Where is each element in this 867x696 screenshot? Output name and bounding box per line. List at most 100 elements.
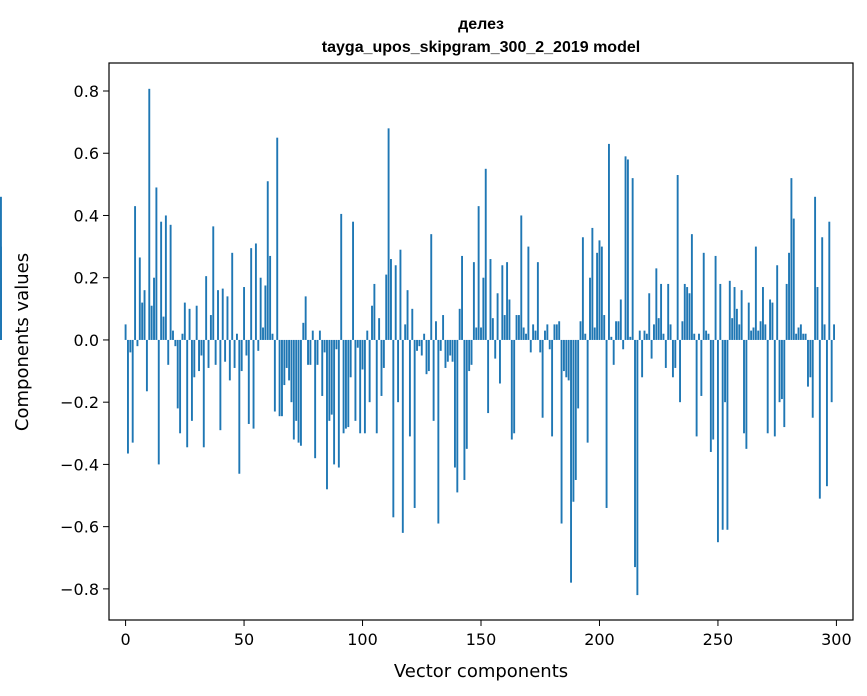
bar — [648, 293, 651, 340]
bar — [238, 339, 241, 474]
bar — [160, 221, 163, 340]
x-tick-label: 300 — [821, 630, 852, 649]
bar — [702, 252, 705, 340]
bar — [626, 159, 629, 340]
bar — [340, 213, 343, 340]
bar — [508, 299, 511, 340]
bar — [769, 299, 772, 340]
bar — [532, 324, 535, 340]
bar — [764, 324, 767, 340]
chart-subtitle: tayga_upos_skipgram_300_2_2019 model — [322, 39, 640, 56]
bar — [217, 290, 219, 340]
bar — [468, 339, 471, 372]
bar — [548, 339, 551, 350]
bar — [233, 339, 236, 368]
bar — [534, 330, 537, 340]
bar — [221, 288, 224, 340]
chart-title: делез — [458, 16, 504, 33]
bar — [472, 262, 475, 340]
bar — [145, 339, 148, 392]
bar — [551, 339, 554, 437]
bar — [150, 305, 153, 340]
bar — [562, 339, 565, 372]
bar — [529, 339, 532, 353]
bar — [629, 336, 632, 340]
bar — [783, 339, 786, 428]
bar — [449, 339, 452, 356]
bar — [451, 339, 454, 362]
y-ticks: −0.8 −0.6 −0.4 −0.2 0.0 0.2 0.4 0.6 0.8 — [60, 82, 109, 599]
bar — [660, 283, 663, 340]
bar — [489, 259, 492, 340]
bar — [664, 339, 667, 368]
bar — [828, 221, 831, 340]
bar — [214, 339, 217, 365]
x-ticks: 0 50 100 150 200 250 300 — [120, 620, 852, 649]
bar — [179, 339, 182, 434]
x-tick-label: 250 — [703, 630, 734, 649]
bar — [314, 339, 317, 459]
bar — [394, 265, 397, 340]
bar — [712, 339, 715, 440]
bar — [418, 339, 421, 347]
bar — [747, 302, 750, 340]
bar — [714, 255, 717, 340]
bar — [605, 339, 608, 508]
bar — [724, 339, 726, 403]
bar — [546, 324, 549, 340]
bar — [344, 339, 347, 429]
bar — [570, 339, 572, 583]
bar — [169, 224, 172, 340]
bar — [726, 339, 729, 530]
bar — [292, 339, 295, 440]
bar — [285, 339, 288, 368]
bar — [124, 324, 127, 340]
bar — [432, 339, 435, 421]
bar — [247, 339, 250, 424]
bar — [186, 339, 189, 448]
bar — [143, 290, 146, 340]
bar — [579, 321, 582, 340]
bar — [266, 181, 269, 340]
bar — [198, 339, 200, 372]
bar — [257, 339, 260, 351]
bar — [499, 339, 501, 384]
bar — [254, 243, 257, 340]
bar — [245, 339, 248, 356]
bar — [401, 339, 404, 533]
bar — [172, 330, 174, 340]
bar — [750, 330, 753, 340]
bar — [506, 262, 509, 340]
bar — [202, 339, 205, 448]
bar — [662, 333, 665, 340]
bar — [328, 339, 331, 421]
bar — [193, 339, 196, 378]
bar — [501, 265, 504, 340]
bar — [565, 339, 568, 378]
bar — [399, 249, 402, 340]
bar — [544, 330, 546, 340]
x-tick-label: 100 — [347, 630, 378, 649]
bar — [290, 339, 293, 403]
bar — [252, 339, 255, 429]
bar — [333, 339, 336, 465]
bar — [408, 339, 411, 437]
bar — [503, 315, 506, 340]
bar — [295, 339, 298, 421]
y-tick-label: 0.2 — [74, 269, 99, 288]
bar — [176, 339, 179, 409]
bar — [598, 240, 601, 340]
bar — [195, 305, 198, 340]
bar — [269, 255, 272, 340]
bar — [262, 327, 264, 340]
bar — [188, 308, 191, 340]
bar — [555, 324, 558, 340]
bar — [427, 339, 430, 372]
bar — [136, 339, 139, 347]
x-axis-label: Vector components — [394, 661, 568, 682]
bar — [404, 324, 407, 340]
bar — [683, 283, 686, 340]
bar — [833, 324, 835, 340]
bar — [830, 339, 833, 403]
